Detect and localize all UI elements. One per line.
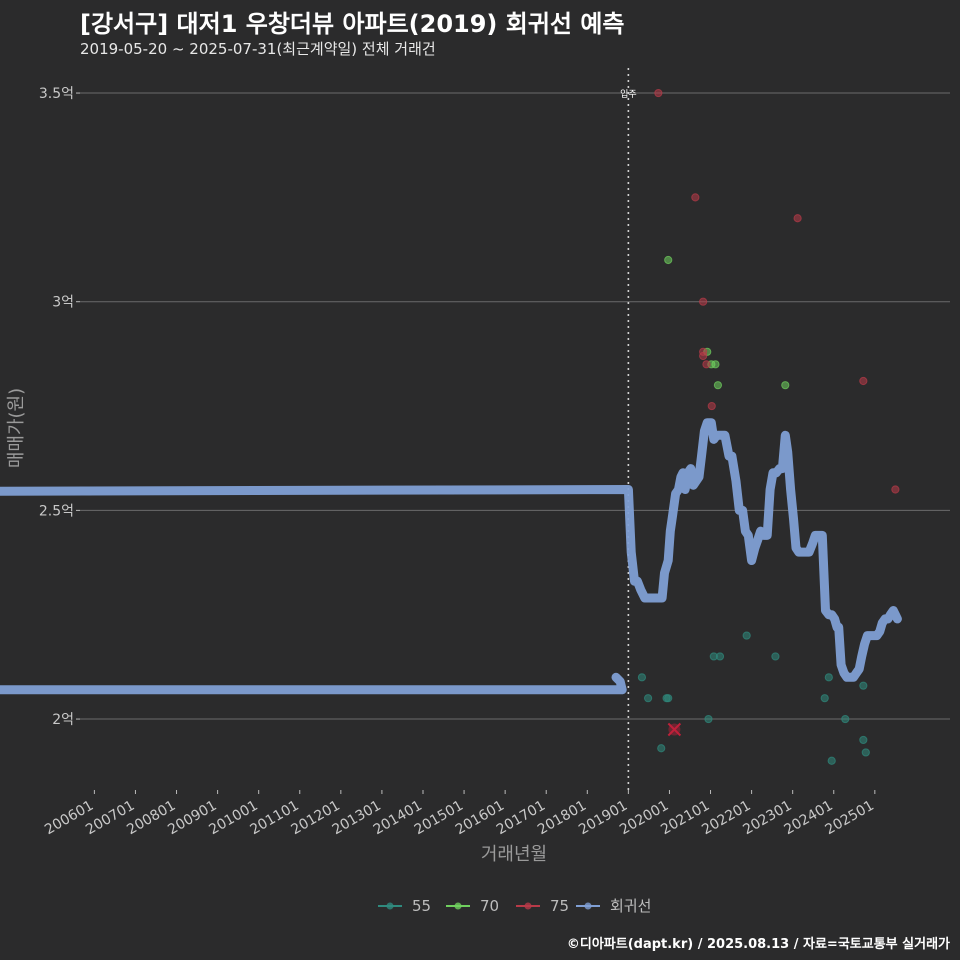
data-point-70 [781, 381, 790, 390]
grid-lines [80, 92, 950, 720]
y-axis-title: 매매가(원) [6, 388, 27, 468]
data-point-55 [824, 673, 833, 682]
legend-label-55: 55 [412, 897, 431, 915]
legend-label-75: 75 [550, 897, 569, 915]
data-point-55 [657, 744, 666, 753]
y-tick-label: 2억 [52, 712, 74, 728]
scatter-points [637, 88, 900, 765]
regression-path [0, 418, 902, 695]
y-tick-label: 3억 [52, 295, 74, 311]
legend-label-70: 70 [480, 897, 499, 915]
data-point-55 [861, 748, 870, 757]
data-point-55 [820, 694, 829, 703]
data-point-55 [664, 694, 673, 703]
data-point-75 [793, 214, 802, 223]
source-credit: ©디아파트(dapt.kr) / 2025.08.13 / 자료=국토교통부 실… [566, 937, 950, 952]
data-point-75 [699, 297, 708, 306]
data-point-70 [664, 255, 673, 265]
data-point-75 [891, 485, 900, 494]
data-point-55 [704, 714, 713, 724]
data-point-55 [771, 652, 780, 661]
data-point-70 [711, 360, 720, 369]
chart-subtitle: 2019-05-20 ~ 2025-07-31(최근계약일) 전체 거래건 [80, 40, 436, 58]
legend-label-회귀선: 회귀선 [610, 897, 651, 915]
data-point-55 [827, 756, 836, 765]
move-in-line: 입주 [620, 68, 637, 790]
data-point-55 [637, 673, 647, 682]
x-axis-ticks: 2006012007012008012009012010012011012012… [42, 790, 877, 838]
chart-title: [강서구] 대저1 우창더뷰 아파트(2019) 회귀선 예측 [80, 10, 625, 38]
highlight-marker [667, 722, 682, 737]
y-axis-ticks: 2억 2.5억 3억 3.5억 [39, 86, 80, 728]
legend-swatch-dot-55 [386, 902, 394, 910]
data-point-75 [654, 88, 663, 98]
data-point-55 [841, 714, 850, 724]
data-point-75 [859, 376, 868, 386]
data-point-55 [643, 694, 653, 703]
highlight-x [667, 722, 682, 737]
legend-swatch-dot-75 [524, 902, 532, 910]
data-point-55 [859, 681, 868, 690]
x-axis-title: 거래년월 [481, 844, 547, 865]
data-point-75 [699, 351, 708, 361]
regression-line [0, 418, 902, 695]
legend-swatch-dot-회귀선 [584, 902, 592, 910]
y-tick-label: 2.5억 [39, 503, 74, 519]
data-point-55 [742, 631, 751, 640]
data-point-70 [713, 381, 723, 390]
data-point-75 [702, 360, 711, 369]
data-point-75 [707, 401, 716, 411]
data-point-55 [859, 735, 868, 745]
vline-label: 입주 [620, 88, 637, 100]
legend: 55 70 75 회귀선 [378, 897, 651, 915]
y-tick-label: 3.5억 [39, 86, 74, 102]
legend-swatch-dot-70 [454, 902, 462, 910]
data-point-75 [691, 193, 700, 202]
data-point-55 [715, 652, 725, 661]
